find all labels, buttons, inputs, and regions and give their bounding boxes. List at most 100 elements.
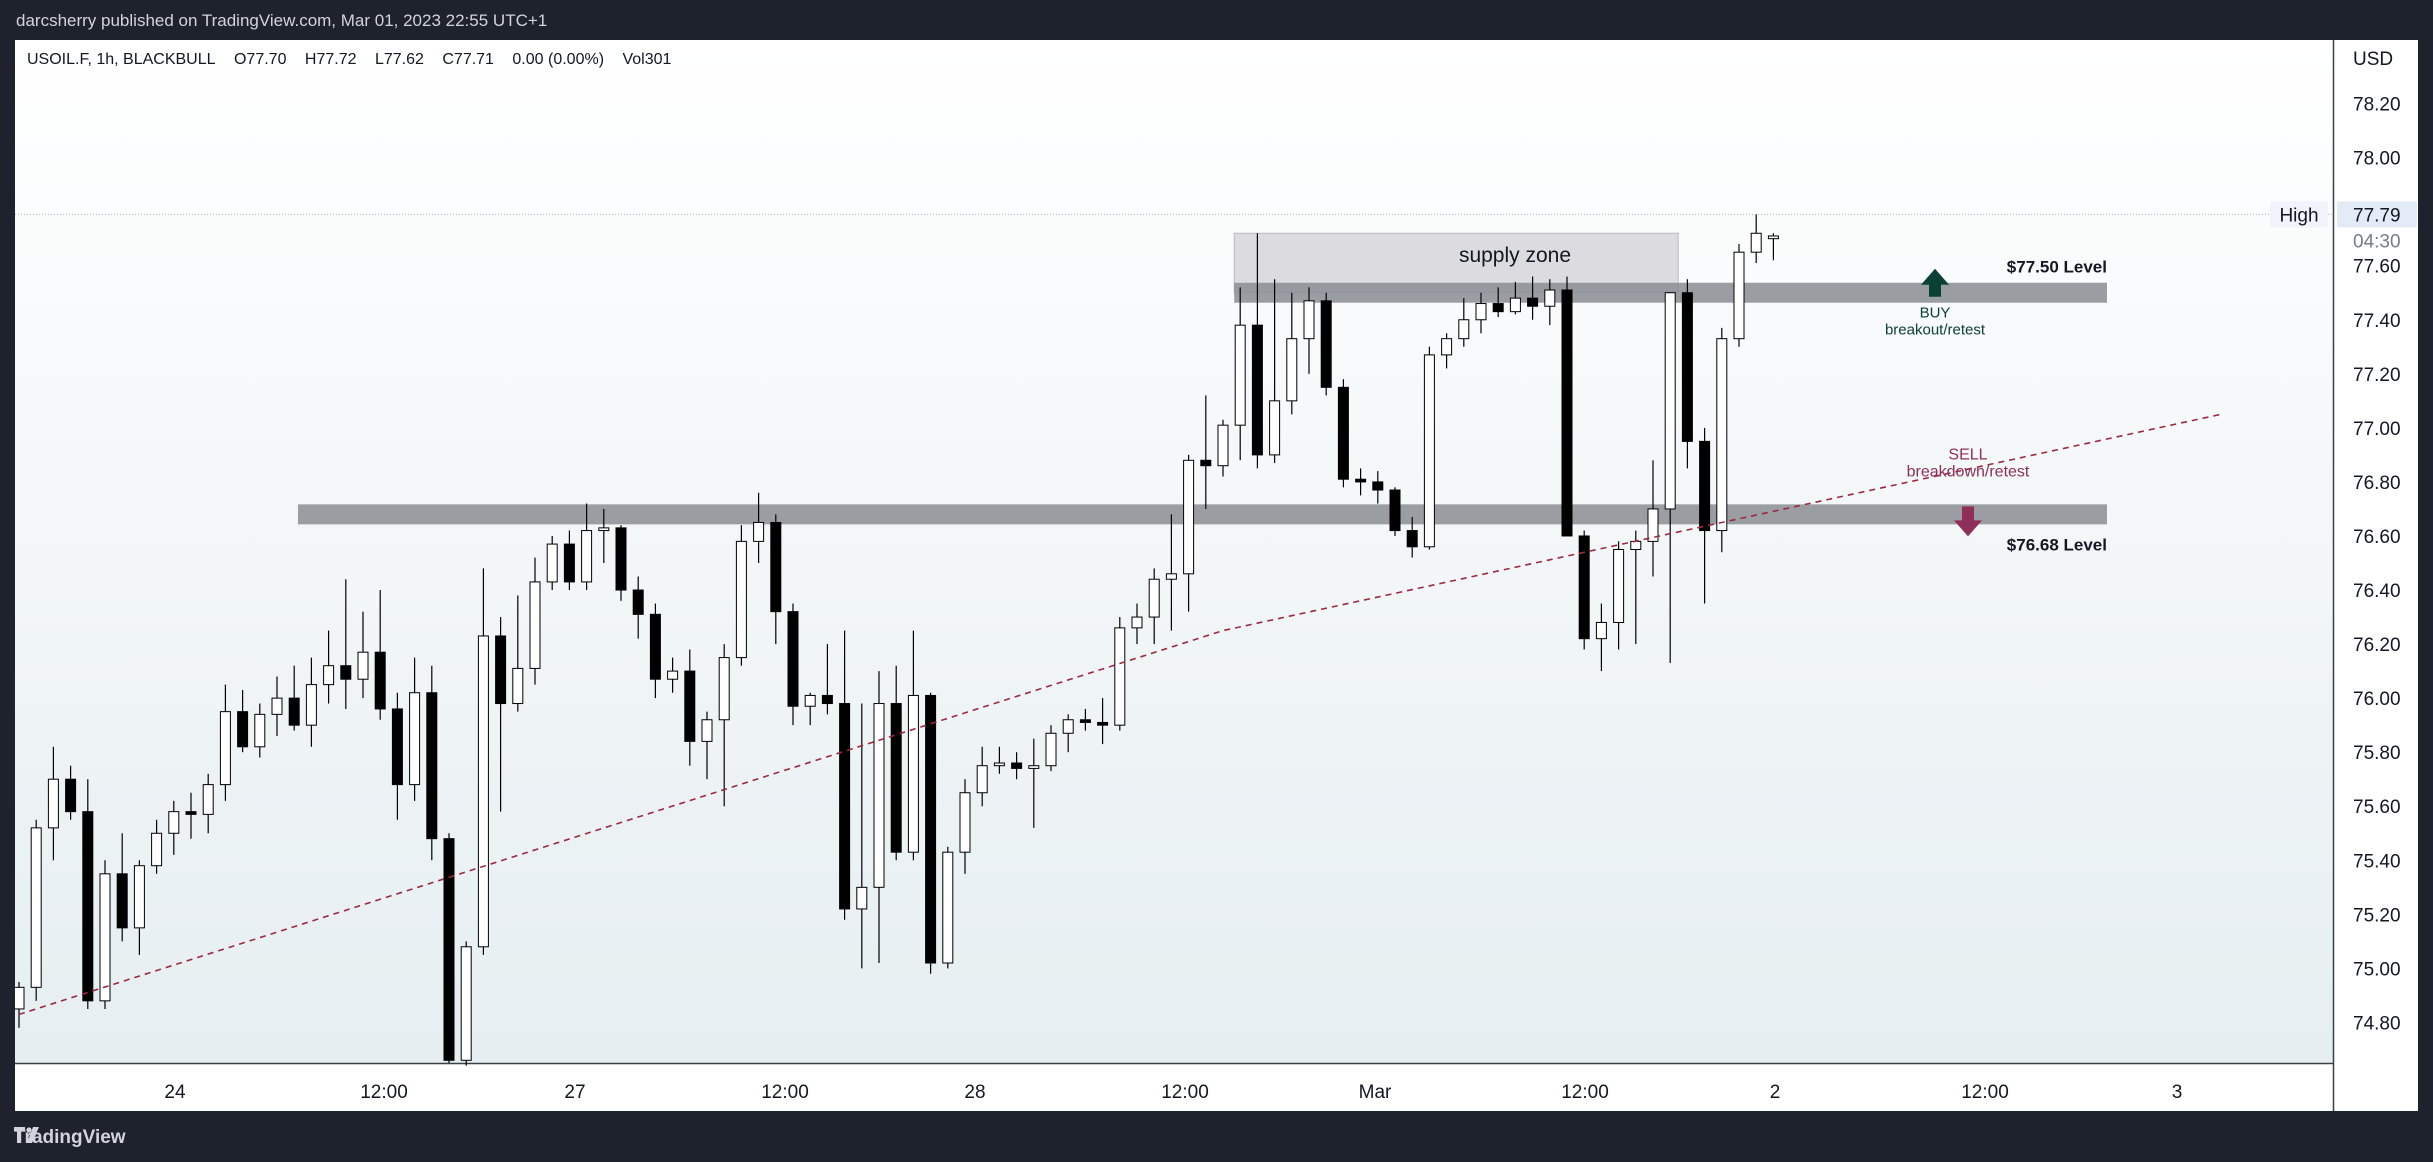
time-tick-label: 28 (964, 1082, 985, 1103)
candle-bull (1269, 400, 1281, 456)
candle-bull (1475, 303, 1487, 321)
candle-bull (1509, 297, 1521, 313)
ascending-trendline (18, 413, 2221, 1016)
candle-bear (1372, 481, 1384, 491)
candle-bull (254, 713, 266, 748)
candle-bull (305, 684, 317, 726)
candle-bull (1183, 459, 1195, 575)
candle-bull (1303, 300, 1315, 340)
price-tick-label: 75.40 (2353, 851, 2401, 872)
candle-bull (1664, 292, 1676, 510)
candle-bull (1613, 548, 1625, 623)
candle-bear (443, 838, 455, 1061)
price-tick-label: 76.00 (2353, 689, 2401, 710)
candle-bear (563, 543, 575, 583)
candle-bull (1716, 338, 1728, 532)
symbol-legend: USOIL.F, 1h, BLACKBULL O77.70 H77.72 L77… (27, 51, 685, 69)
price-tick-label: 78.00 (2353, 149, 2401, 170)
candle-bear (839, 703, 851, 910)
candle-bear (237, 711, 249, 748)
legend-open: O77.70 (233, 51, 287, 68)
candle-bull (856, 886, 868, 910)
time-axis-background (15, 1063, 2333, 1111)
high-tag-box (2270, 201, 2328, 228)
candle-bear (1561, 289, 1573, 537)
candle-bear (925, 694, 937, 964)
sell-sublabel: breakdown/retest (1907, 463, 2030, 480)
candle-bull (1423, 354, 1435, 548)
candle-bull (1028, 765, 1040, 769)
high-tag-label: High (2279, 205, 2318, 226)
candle-bear (649, 613, 661, 680)
buy-sublabel: breakout/retest (1885, 322, 1986, 339)
high-price-box (2337, 201, 2417, 228)
candle-bull (907, 694, 919, 853)
candle-bull (202, 784, 214, 815)
price-tick-label: 78.20 (2353, 95, 2401, 116)
candle-bull (323, 665, 335, 686)
candle-bull (1062, 719, 1074, 734)
candle-bull (460, 946, 472, 1061)
candle-bull (357, 651, 369, 680)
candle-bull (15, 986, 25, 1010)
time-tick-label: 2 (1770, 1082, 1781, 1103)
legend-symbol: USOIL.F, 1h, BLACKBULL (27, 51, 216, 68)
price-tick-label: 75.20 (2353, 905, 2401, 926)
sell-arrow-icon (1954, 506, 1982, 537)
candle-bear (1492, 303, 1504, 313)
candle-bull (1131, 616, 1143, 629)
candle-bear (890, 703, 902, 853)
buy-arrow-icon (1921, 268, 1949, 297)
candle-bear (391, 708, 403, 786)
candle-bear (374, 651, 386, 710)
level-76-68-label: $76.68 Level (2007, 535, 2107, 554)
legend-change: 0.00 (0.00%) (512, 51, 605, 68)
candle-bear (684, 670, 696, 742)
candle-bull (1114, 627, 1126, 726)
bar-countdown: 04:30 (2353, 231, 2401, 252)
candle-bear (1097, 721, 1109, 726)
publish-info: darcsherry published on TradingView.com,… (16, 11, 548, 30)
candle-bull (1458, 319, 1470, 340)
candle-bull (133, 865, 145, 929)
candle-bull (942, 851, 954, 964)
candle-bear (65, 778, 77, 813)
candle-bear (340, 665, 352, 680)
candle-bull (529, 581, 541, 669)
candle-bull (151, 832, 163, 867)
level-77-50-label: $77.50 Level (2007, 258, 2107, 277)
candlestick-chart[interactable]: 78.20 78.00 77.60 77.40 77.20 77.00 76.80 76.60… (15, 40, 2418, 1111)
high-price-value: 77.79 (2353, 205, 2401, 226)
candle-bull (873, 703, 885, 888)
candle-bear (1699, 440, 1711, 532)
candle-bear (1200, 459, 1212, 467)
level-band-76-68 (298, 504, 2107, 525)
price-tick-label: 75.80 (2353, 743, 2401, 764)
candle-bull (1733, 251, 1745, 340)
candle-bull (1750, 232, 1762, 253)
price-tick-label: 76.80 (2353, 473, 2401, 494)
candle-bull (581, 530, 593, 583)
candle-bear (632, 589, 644, 615)
candle-bull (546, 543, 558, 583)
time-tick-label: 24 (164, 1082, 186, 1103)
candle-bull (1148, 578, 1160, 618)
candle-bull (219, 711, 231, 786)
candle-bear (1320, 300, 1332, 388)
candle-bull (1441, 338, 1453, 356)
plot-background (15, 40, 2333, 1063)
legend-volume: Vol301 (622, 51, 672, 68)
candle-bear (1011, 762, 1023, 769)
tradingview-logo[interactable]: TradingView (14, 1127, 126, 1149)
candle-bear (495, 635, 507, 705)
chart-area[interactable]: 78.20 78.00 77.60 77.40 77.20 77.00 76.80 76.60… (15, 40, 2418, 1111)
candle-bull (1045, 732, 1057, 767)
candle-bull (1630, 540, 1642, 550)
legend-low: L77.62 (374, 51, 424, 68)
time-tick-label: 12:00 (360, 1082, 408, 1103)
candle-bull (598, 527, 610, 532)
candle-bull (271, 697, 283, 715)
candle-bear (1681, 292, 1693, 442)
candle-bull (512, 667, 524, 705)
candle-bear (1578, 535, 1590, 640)
